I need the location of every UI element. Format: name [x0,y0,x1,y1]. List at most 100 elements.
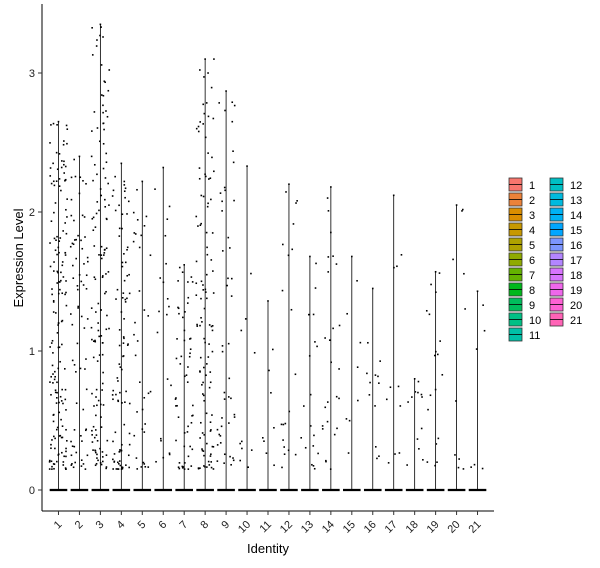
data-point [336,427,338,430]
data-point [326,401,329,403]
data-point [97,399,100,402]
data-point [203,465,205,467]
data-point [93,245,96,247]
data-point [273,464,275,467]
data-point [50,460,53,463]
data-point [210,325,213,328]
data-point [181,467,184,469]
data-point [101,353,104,356]
data-point [85,358,87,360]
data-point [101,389,103,391]
data-point [105,454,108,456]
data-point [174,398,177,400]
data-point [231,120,234,123]
data-point [233,199,235,202]
data-point [124,298,127,301]
data-point [199,437,201,439]
data-point [122,355,124,358]
data-point [312,313,315,316]
x-tick-label: 17 [383,519,400,536]
data-point [227,396,230,398]
data-point [288,410,291,413]
data-point [52,382,54,384]
data-point [61,388,63,391]
data-point [72,243,75,246]
data-point [49,265,52,268]
data-point [49,346,51,348]
data-point [56,168,59,171]
data-point [69,245,72,248]
data-point [123,318,125,320]
data-point [126,297,128,300]
data-point [93,111,96,113]
data-point [52,180,55,183]
data-point [56,282,59,284]
data-point [90,155,93,158]
data-point [273,426,275,429]
data-point [210,429,212,431]
data-point [202,381,204,384]
data-point [112,458,114,461]
data-point [189,337,192,340]
data-point [121,443,123,446]
data-point [96,453,98,456]
data-point [49,242,51,244]
data-point [232,161,235,164]
x-tick-label: 1 [52,519,65,532]
data-point [65,280,67,282]
data-point [70,313,72,315]
data-point [94,340,97,343]
data-point [210,466,213,469]
data-point [296,200,298,202]
data-point [205,175,207,178]
data-point [90,326,93,329]
legend-label: 6 [529,255,535,267]
data-point [220,425,223,428]
data-point [168,205,171,208]
data-point [210,86,213,89]
data-point [117,399,119,402]
data-point [103,128,105,131]
data-point [77,305,80,308]
data-point [140,234,143,237]
legend-label: 9 [529,300,535,312]
data-point [426,461,429,463]
data-point [230,397,232,400]
data-point [134,233,137,235]
data-point [200,280,203,283]
data-point [57,454,60,456]
data-point [338,368,340,370]
data-point [197,467,200,470]
data-point [271,348,274,351]
data-point [199,224,202,227]
data-point [270,391,272,394]
legend-item-15: 15 [549,222,582,237]
data-point [91,338,93,341]
data-point [102,111,104,114]
data-point [128,273,130,276]
data-point [229,455,231,458]
data-point [100,257,103,260]
data-point [433,354,436,357]
data-point [56,397,58,399]
data-point [52,373,54,375]
data-point [121,296,124,299]
data-point [427,408,429,411]
data-point [314,341,316,343]
legend-item-11: 11 [508,327,540,342]
data-point [93,276,96,278]
data-point [285,191,287,193]
data-point [123,337,125,340]
data-point [84,429,87,432]
data-point [134,321,136,324]
data-point-max [351,255,353,258]
data-point [177,416,180,419]
data-point [200,297,202,300]
data-point [107,89,110,92]
data-point [59,360,61,363]
data-point [149,254,152,257]
data-point [52,420,55,423]
x-tick-label: 6 [157,519,170,532]
x-tick-label: 2 [73,519,86,532]
data-point [55,180,58,183]
